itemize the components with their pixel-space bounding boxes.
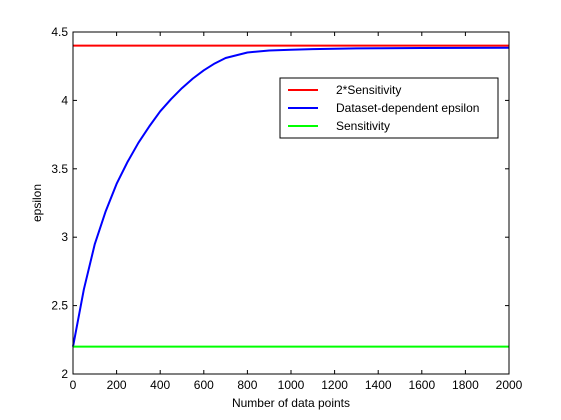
- y-tick-label: 2.5: [51, 299, 68, 313]
- x-tick-label: 2000: [496, 378, 523, 392]
- legend-label: Sensitivity: [336, 119, 390, 133]
- x-axis-title: Number of data points: [232, 396, 350, 410]
- ticks-layer: 0 200 400 600 800 1000 1200 1400 1600 1800 2000 2 2.…: [51, 25, 522, 392]
- x-tick-label: 1200: [321, 378, 348, 392]
- plot-frame: [72, 31, 510, 375]
- x-tick-label: 0: [70, 378, 77, 392]
- x-tick-label: 200: [107, 378, 127, 392]
- legend: 2*Sensitivity Dataset-dependent epsilon Se…: [279, 77, 499, 139]
- y-tick-label: 2: [61, 367, 68, 381]
- x-tick-label: 400: [150, 378, 170, 392]
- series-line-2: [72, 46, 510, 347]
- x-tick-label: 1800: [452, 378, 479, 392]
- x-tick-label: 1000: [278, 378, 305, 392]
- series-layer: [72, 44, 510, 348]
- y-axis-title: epsilon: [30, 184, 44, 222]
- y-tick-label: 3.5: [51, 162, 68, 176]
- y-tick-label: 4.5: [51, 25, 68, 39]
- x-tick-label: 1600: [408, 378, 435, 392]
- x-tick-label: 1400: [365, 378, 392, 392]
- x-tick-label: 600: [194, 378, 214, 392]
- legend-label: Dataset-dependent epsilon: [336, 101, 479, 115]
- y-tick-label: 4: [61, 93, 68, 107]
- y-tick-label: 3: [61, 230, 68, 244]
- x-tick-label: 800: [237, 378, 257, 392]
- legend-label: 2*Sensitivity: [336, 83, 401, 97]
